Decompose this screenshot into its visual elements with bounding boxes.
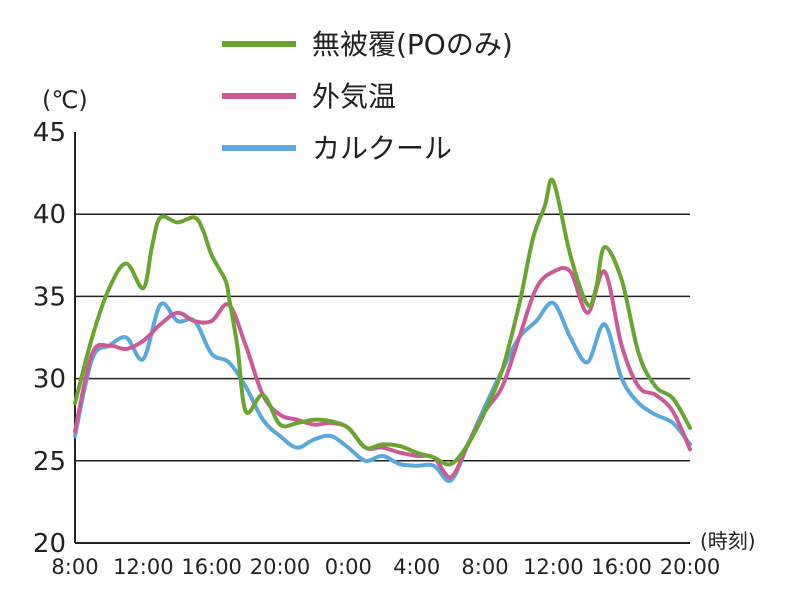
series-line-outdoor-temp [73, 266, 692, 480]
axes [74, 132, 690, 544]
x-tick-label: 20:00 [660, 555, 721, 579]
x-tick-label: 8:00 [51, 555, 98, 579]
legend-label-calcool: カルクール [312, 132, 452, 165]
x-tick-labels: 8:00 12:00 16:00 20:00 0:00 4:00 8:00 12:00 16:0… [51, 555, 720, 579]
x-tick-label: 4:00 [393, 555, 440, 579]
legend-label-outdoor-temp: 外気温 [312, 80, 396, 113]
y-tick-label: 20 [33, 529, 66, 559]
y-tick-label: 25 [33, 447, 66, 477]
x-axis-label: (時刻) [700, 529, 756, 553]
legend-label-unprotected-po: 無被覆(POのみ) [312, 28, 513, 61]
y-tick-labels: 20 25 30 35 40 45 [33, 118, 66, 559]
x-tick-label: 0:00 [325, 555, 372, 579]
y-tick-label: 40 [33, 200, 66, 230]
x-tick-label: 12:00 [523, 555, 584, 579]
y-axis-label: (℃) [42, 86, 88, 114]
x-tick-label: 12:00 [113, 555, 174, 579]
y-tick-label: 30 [33, 365, 66, 395]
series-lines [73, 177, 692, 483]
gridlines [75, 213, 690, 462]
x-tick-label: 8:00 [461, 555, 508, 579]
x-tick-label: 16:00 [591, 555, 652, 579]
y-tick-label: 35 [33, 282, 66, 312]
series-line-unprotected-po [73, 177, 692, 467]
x-tick-label: 20:00 [250, 555, 311, 579]
x-tick-label: 16:00 [181, 555, 242, 579]
series-line-calcool [73, 300, 692, 483]
y-tick-label: 45 [33, 118, 66, 148]
